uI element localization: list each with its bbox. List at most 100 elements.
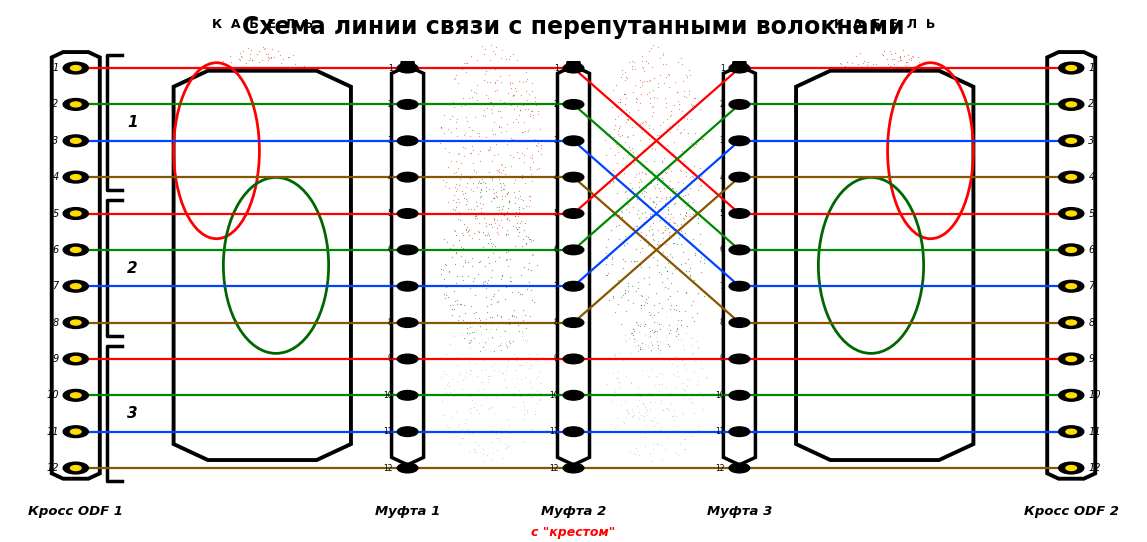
Point xyxy=(949,178,967,187)
Point xyxy=(664,138,682,146)
Point xyxy=(209,312,227,321)
Point xyxy=(304,81,322,89)
Point xyxy=(223,224,241,233)
Point xyxy=(664,184,682,192)
Point xyxy=(227,114,245,123)
Point xyxy=(255,186,273,195)
Point xyxy=(934,180,952,189)
Point xyxy=(668,362,686,370)
Point xyxy=(873,272,891,281)
Point xyxy=(479,94,498,102)
Point xyxy=(505,92,523,100)
Point xyxy=(213,241,232,250)
Point xyxy=(833,102,851,111)
Point xyxy=(284,366,303,375)
Point xyxy=(855,200,873,209)
Point xyxy=(497,247,515,256)
Point xyxy=(885,205,904,214)
Point xyxy=(270,420,288,429)
Point xyxy=(249,402,267,410)
Point xyxy=(205,314,224,323)
Point xyxy=(826,440,844,449)
Point xyxy=(674,341,693,350)
Point xyxy=(507,222,525,231)
Point xyxy=(286,226,304,235)
Point xyxy=(863,339,881,347)
Point xyxy=(282,283,301,292)
Point xyxy=(508,321,526,330)
Point xyxy=(921,115,939,124)
Point xyxy=(454,131,473,140)
Point xyxy=(226,333,244,341)
Point xyxy=(827,187,845,196)
Point xyxy=(178,162,196,171)
Point xyxy=(677,71,695,80)
Point xyxy=(887,308,905,317)
Point xyxy=(897,227,915,235)
Point xyxy=(442,157,460,165)
Point xyxy=(182,405,201,414)
Point xyxy=(180,140,198,149)
Point xyxy=(287,252,305,261)
Point xyxy=(233,80,251,88)
Point xyxy=(865,285,883,294)
Point xyxy=(531,140,549,149)
Point xyxy=(910,417,928,425)
Point xyxy=(822,176,841,184)
Point xyxy=(871,319,889,327)
Point xyxy=(633,184,651,192)
Point xyxy=(930,264,949,273)
Point xyxy=(871,123,889,132)
Point xyxy=(307,410,326,418)
Point xyxy=(227,289,245,298)
Point xyxy=(685,275,703,284)
Point xyxy=(898,226,916,235)
Point xyxy=(624,203,642,211)
Point xyxy=(606,423,624,432)
Point xyxy=(904,267,922,275)
Point xyxy=(684,234,702,243)
Point xyxy=(250,420,268,429)
Point xyxy=(646,300,664,309)
Point xyxy=(295,307,313,316)
Point xyxy=(645,92,663,101)
Point xyxy=(610,234,629,243)
Point xyxy=(264,121,282,130)
Point xyxy=(846,144,865,152)
Point xyxy=(483,333,501,341)
Point xyxy=(232,259,250,267)
Point xyxy=(855,209,873,217)
Point xyxy=(922,404,941,413)
Point xyxy=(202,212,220,221)
Point xyxy=(804,386,822,395)
Point xyxy=(879,279,897,287)
Point xyxy=(921,333,939,341)
Point xyxy=(904,134,922,143)
Point xyxy=(843,449,861,458)
Point xyxy=(312,270,330,279)
Point xyxy=(200,144,218,153)
Point xyxy=(275,143,294,151)
Point xyxy=(930,214,949,223)
Point xyxy=(265,92,283,100)
Point xyxy=(252,161,271,170)
Point xyxy=(814,254,833,263)
Point xyxy=(946,121,965,130)
Point xyxy=(249,153,267,162)
Point xyxy=(832,157,850,166)
Point xyxy=(282,259,301,267)
Point xyxy=(825,76,843,85)
Point xyxy=(296,288,314,297)
Point xyxy=(492,185,510,194)
Point xyxy=(226,346,244,355)
Point xyxy=(225,312,243,321)
Point xyxy=(214,435,233,444)
Point xyxy=(807,302,826,311)
Point xyxy=(520,363,538,372)
Point xyxy=(296,368,314,377)
Point xyxy=(193,83,211,92)
Point xyxy=(855,285,873,293)
Point xyxy=(457,367,475,376)
Point xyxy=(616,256,634,265)
Point xyxy=(224,251,242,260)
